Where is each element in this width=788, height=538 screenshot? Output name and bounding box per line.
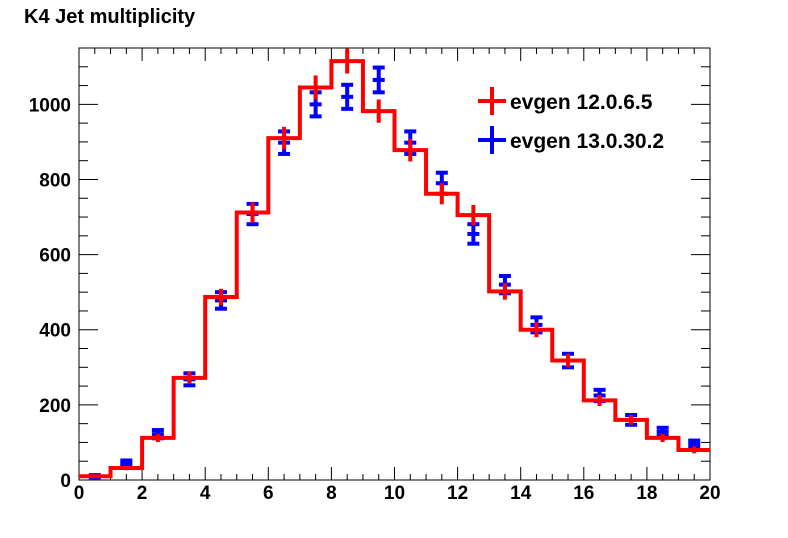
legend-entry: evgen 12.0.6.5 (478, 87, 653, 115)
legend: evgen 12.0.6.5 evgen 13.0.30.2 (478, 87, 664, 154)
y-tick-label: 400 (39, 321, 71, 342)
x-tick-label: 4 (200, 483, 211, 504)
x-tick-label: 2 (137, 483, 148, 504)
y-tick-label: 0 (60, 471, 71, 492)
x-tick-label: 8 (326, 483, 337, 504)
y-tick-label: 600 (39, 246, 71, 267)
x-tick-label: 16 (573, 483, 594, 504)
data-point (467, 222, 480, 246)
legend-label: evgen 13.0.30.2 (510, 130, 664, 153)
x-tick-label: 10 (384, 483, 405, 504)
data-point (341, 82, 354, 111)
data-point (120, 458, 133, 468)
y-tick-label: 800 (39, 170, 71, 191)
y-tick-label: 200 (39, 396, 71, 417)
x-tick-label: 0 (74, 483, 85, 504)
y-tick-label: 1000 (29, 95, 71, 116)
data-point (372, 65, 385, 95)
series-line (79, 59, 710, 479)
x-tick-label: 18 (636, 483, 657, 504)
x-tick-label: 14 (510, 483, 532, 504)
series-evgen-12 (79, 48, 710, 479)
x-tick-label: 6 (263, 483, 274, 504)
x-tick-label: 12 (447, 483, 468, 504)
chart-title: K4 Jet multiplicity (24, 6, 196, 28)
legend-entry: evgen 13.0.30.2 (478, 126, 664, 154)
legend-label: evgen 12.0.6.5 (510, 91, 653, 114)
x-tick-label: 20 (699, 483, 720, 504)
